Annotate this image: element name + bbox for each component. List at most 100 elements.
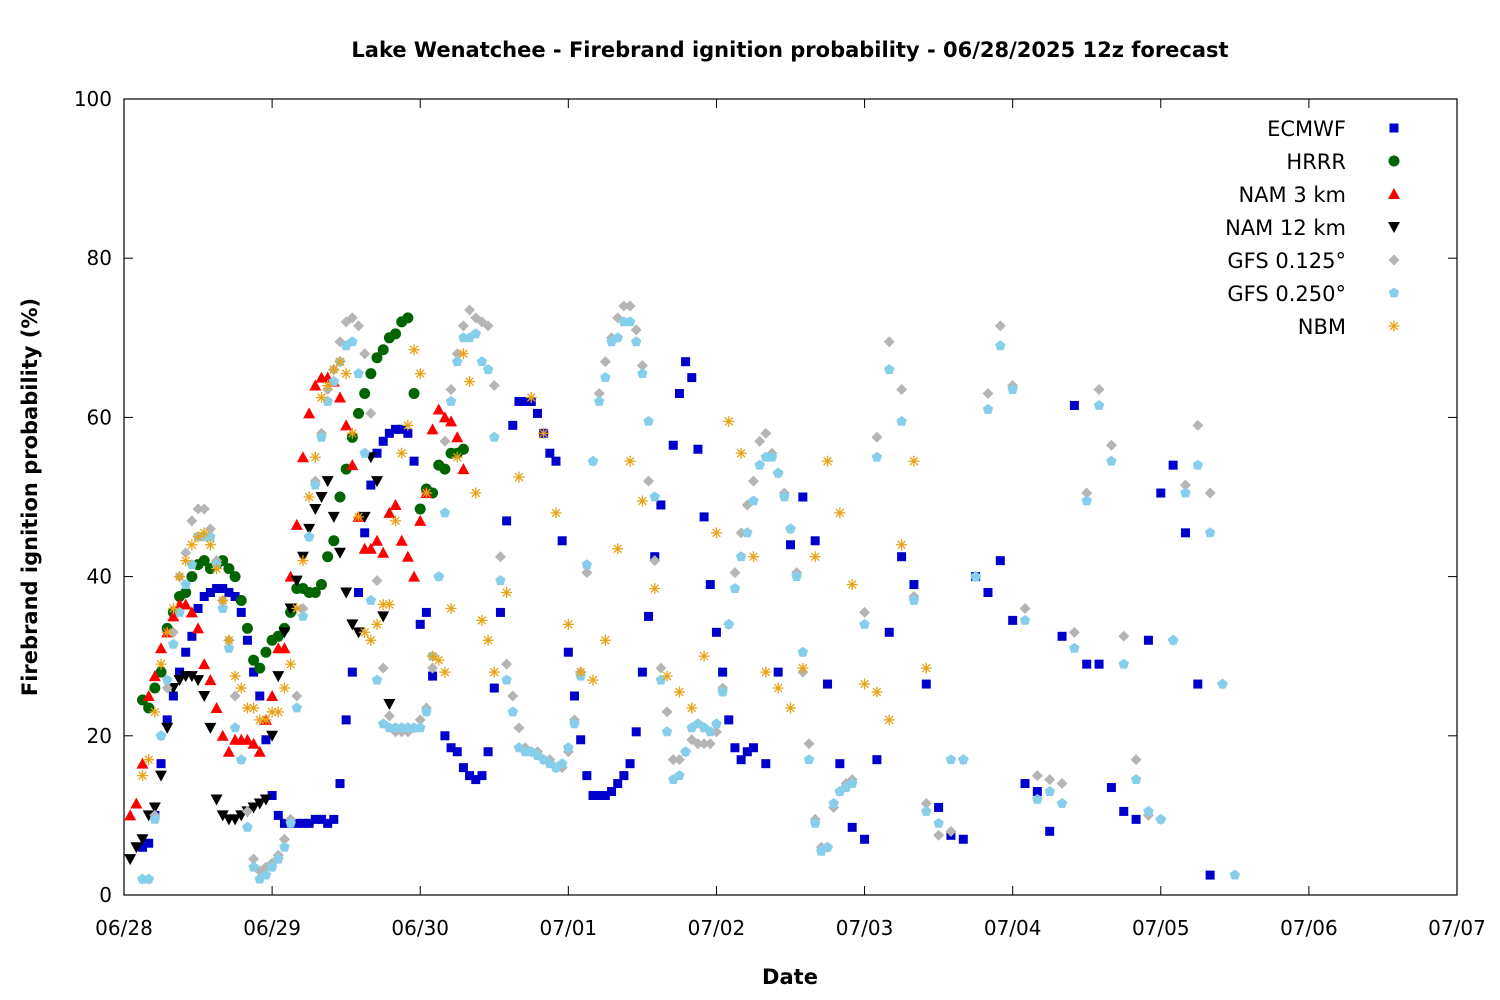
data-point xyxy=(557,536,567,546)
data-point xyxy=(403,428,413,438)
data-point xyxy=(136,834,149,846)
data-point xyxy=(303,491,315,503)
data-point xyxy=(773,667,783,677)
asterisk-stroke xyxy=(909,456,919,466)
data-point xyxy=(278,627,291,639)
data-point xyxy=(625,759,635,769)
data-point xyxy=(247,737,260,749)
data-point xyxy=(408,570,421,582)
data-point xyxy=(439,435,451,447)
data-point xyxy=(649,491,660,502)
data-point xyxy=(457,443,469,455)
data-point xyxy=(321,476,334,488)
asterisk-stroke xyxy=(249,703,258,713)
data-point xyxy=(920,797,932,809)
asterisk-stroke xyxy=(310,452,320,462)
data-point xyxy=(822,841,833,852)
data-point xyxy=(377,344,389,356)
data-point xyxy=(1019,614,1031,625)
data-point xyxy=(779,491,790,502)
data-point xyxy=(551,456,561,466)
data-point xyxy=(155,730,167,741)
data-point xyxy=(1155,813,1166,824)
data-point xyxy=(180,547,192,559)
asterisk-stroke xyxy=(471,488,481,498)
data-point xyxy=(649,555,661,567)
asterisk-stroke xyxy=(323,381,333,390)
data-point xyxy=(198,527,210,539)
asterisk-stroke xyxy=(434,655,444,665)
data-point xyxy=(1180,487,1191,498)
data-point xyxy=(414,368,426,380)
data-point xyxy=(711,627,721,637)
data-point xyxy=(248,654,260,666)
data-point xyxy=(1131,814,1141,824)
data-point xyxy=(624,316,636,327)
data-point xyxy=(229,670,241,682)
data-point xyxy=(1069,400,1079,410)
data-point xyxy=(457,348,469,360)
data-point xyxy=(673,686,685,698)
asterisk-stroke xyxy=(428,651,437,661)
data-point xyxy=(333,391,346,403)
data-point xyxy=(724,715,734,725)
data-point xyxy=(1068,626,1080,638)
data-point xyxy=(711,718,722,729)
asterisk-stroke xyxy=(459,349,468,359)
data-point xyxy=(223,642,235,653)
asterisk-stroke xyxy=(514,472,524,482)
data-point xyxy=(124,809,137,821)
data-point xyxy=(631,727,641,737)
data-point xyxy=(748,495,759,506)
data-point xyxy=(359,626,371,638)
data-point xyxy=(322,551,334,563)
data-point xyxy=(494,551,506,563)
data-point xyxy=(631,336,642,347)
asterisk-stroke xyxy=(378,600,388,609)
data-point xyxy=(730,743,740,753)
data-point xyxy=(705,726,716,737)
data-point xyxy=(772,467,784,478)
data-point xyxy=(859,678,871,690)
data-point xyxy=(291,602,303,614)
data-point xyxy=(204,523,216,535)
data-point xyxy=(155,770,168,782)
data-point xyxy=(352,627,365,639)
data-point xyxy=(680,746,691,757)
data-point xyxy=(637,667,647,677)
data-point xyxy=(575,666,587,678)
data-point xyxy=(397,424,407,434)
data-point xyxy=(661,706,673,718)
data-point xyxy=(612,543,624,555)
data-point xyxy=(619,771,629,781)
data-point xyxy=(329,814,339,824)
asterisk-stroke xyxy=(298,556,308,566)
data-point xyxy=(167,602,179,614)
y-tick-label: 0 xyxy=(99,883,112,907)
data-point xyxy=(1032,794,1043,804)
data-point xyxy=(508,420,518,430)
data-point xyxy=(581,559,593,570)
asterisk-stroke xyxy=(1389,321,1399,331)
asterisk-stroke xyxy=(372,620,382,629)
data-point xyxy=(266,706,278,718)
data-point xyxy=(248,861,259,872)
legend-marker xyxy=(1388,320,1400,332)
asterisk-stroke xyxy=(650,584,660,593)
data-point xyxy=(476,356,488,367)
asterisk-stroke xyxy=(638,496,647,506)
data-point xyxy=(229,571,241,583)
data-point xyxy=(217,602,228,613)
data-point xyxy=(315,492,328,503)
data-point xyxy=(384,428,394,438)
data-point xyxy=(346,427,358,439)
data-point xyxy=(693,444,703,454)
asterisk-stroke xyxy=(347,428,357,438)
data-point xyxy=(371,534,384,546)
asterisk-stroke xyxy=(292,604,302,613)
asterisk-stroke xyxy=(230,671,240,681)
data-point xyxy=(896,384,908,396)
data-point xyxy=(365,595,377,605)
data-point xyxy=(334,356,346,368)
